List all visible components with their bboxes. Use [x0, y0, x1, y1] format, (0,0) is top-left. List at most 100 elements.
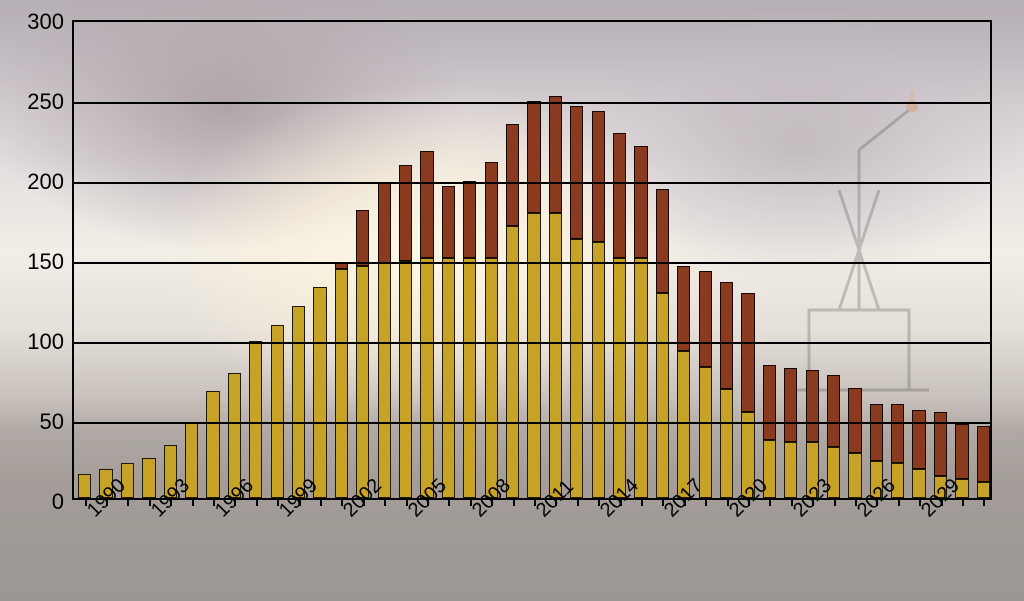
- bar: [656, 18, 669, 498]
- bar: [228, 18, 241, 498]
- bar-segment-base: [634, 258, 647, 498]
- bar: [806, 18, 819, 498]
- y-tick-label: 100: [27, 329, 74, 355]
- bar-segment-top: [527, 101, 540, 213]
- bar-segment-base: [142, 458, 155, 498]
- x-tick-mark: [384, 498, 386, 506]
- bar: [977, 18, 990, 498]
- bar: [485, 18, 498, 498]
- bar-segment-base: [249, 341, 262, 498]
- bar: [463, 18, 476, 498]
- bar-segment-base: [442, 258, 455, 498]
- bar: [955, 18, 968, 498]
- y-tick-label: 250: [27, 89, 74, 115]
- bar: [677, 18, 690, 498]
- bar-segment-top: [592, 111, 605, 242]
- bar: [78, 18, 91, 498]
- bar: [613, 18, 626, 498]
- bar: [934, 18, 947, 498]
- bar-segment-top: [912, 410, 925, 469]
- bar-segment-top: [720, 282, 733, 389]
- bar: [164, 18, 177, 498]
- y-gridline: [74, 182, 990, 184]
- bar-segment-top: [891, 404, 904, 463]
- bar-segment-base: [292, 306, 305, 498]
- bar-segment-top: [356, 210, 369, 266]
- x-tick-mark: [962, 498, 964, 506]
- bar: [356, 18, 369, 498]
- bar: [699, 18, 712, 498]
- y-tick-label: 200: [27, 169, 74, 195]
- bar: [442, 18, 455, 498]
- bar-segment-base: [527, 213, 540, 498]
- bar-segment-base: [549, 213, 562, 498]
- bar: [206, 18, 219, 498]
- bar-segment-top: [656, 189, 669, 293]
- bar-segment-top: [741, 293, 754, 411]
- bar-segment-top: [827, 375, 840, 447]
- bar: [741, 18, 754, 498]
- bar-segment-top: [613, 133, 626, 258]
- bar: [720, 18, 733, 498]
- bar: [570, 18, 583, 498]
- bar-segment-base: [420, 258, 433, 498]
- bar-segment-base: [313, 287, 326, 498]
- bar: [870, 18, 883, 498]
- bar-segment-base: [378, 263, 391, 498]
- bar: [527, 18, 540, 498]
- bar: [399, 18, 412, 498]
- bar-segment-top: [570, 106, 583, 239]
- y-gridline: [74, 102, 990, 104]
- x-tick-mark: [834, 498, 836, 506]
- bar: [335, 18, 348, 498]
- bar-segment-top: [784, 368, 797, 442]
- bar: [271, 18, 284, 498]
- x-tick-mark: [983, 498, 985, 506]
- bar-segment-top: [634, 146, 647, 258]
- x-tick-mark: [127, 498, 129, 506]
- bar: [313, 18, 326, 498]
- bar-segment-top: [463, 181, 476, 258]
- bar-segment-base: [784, 442, 797, 498]
- bar-segment-base: [506, 226, 519, 498]
- y-gridline: [74, 342, 990, 344]
- bar: [185, 18, 198, 498]
- bar: [420, 18, 433, 498]
- bar: [784, 18, 797, 498]
- x-tick-mark: [256, 498, 258, 506]
- bar-segment-top: [549, 96, 562, 213]
- bar: [848, 18, 861, 498]
- bar-segment-top: [763, 365, 776, 440]
- x-tick-mark: [448, 498, 450, 506]
- bar: [506, 18, 519, 498]
- bar-segment-top: [506, 124, 519, 226]
- x-tick-mark: [192, 498, 194, 506]
- bar: [634, 18, 647, 498]
- bar: [549, 18, 562, 498]
- x-tick-mark: [577, 498, 579, 506]
- bar-segment-base: [656, 293, 669, 498]
- bar: [827, 18, 840, 498]
- bar-segment-base: [570, 239, 583, 498]
- bar-segment-base: [463, 258, 476, 498]
- y-tick-label: 0: [52, 489, 74, 515]
- bar-segment-base: [977, 482, 990, 498]
- bar-segment-top: [378, 183, 391, 263]
- bar-segment-base: [399, 261, 412, 498]
- y-tick-label: 300: [27, 9, 74, 35]
- bar-segment-base: [271, 325, 284, 498]
- bar: [891, 18, 904, 498]
- y-gridline: [74, 422, 990, 424]
- bar-segment-top: [806, 370, 819, 442]
- bar-segment-base: [592, 242, 605, 498]
- plot-area: 0501001502002503001990199319961999200220…: [72, 20, 992, 500]
- y-tick-label: 50: [40, 409, 74, 435]
- bar: [99, 18, 112, 498]
- y-gridline: [74, 262, 990, 264]
- bar-series: [74, 22, 990, 498]
- bar: [763, 18, 776, 498]
- x-tick-mark: [705, 498, 707, 506]
- x-tick-mark: [769, 498, 771, 506]
- bar: [249, 18, 262, 498]
- bar-segment-base: [78, 474, 91, 498]
